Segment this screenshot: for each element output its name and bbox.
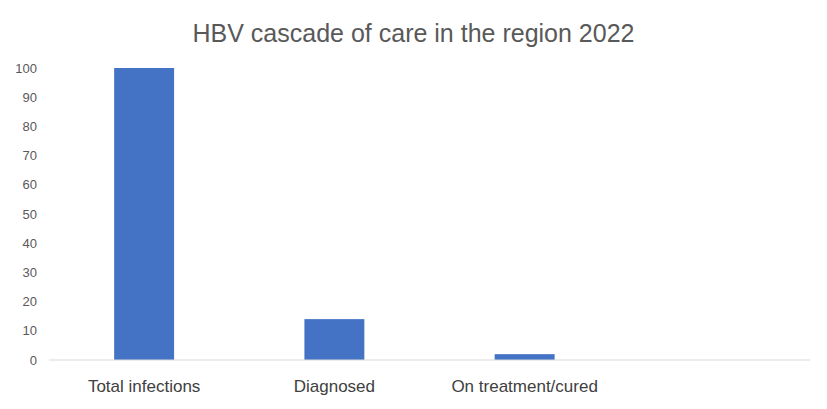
- x-axis-line: [49, 360, 810, 361]
- y-tick-label: 30: [23, 265, 37, 280]
- x-tick-label: Total infections: [88, 377, 200, 396]
- y-tick-label: 80: [23, 119, 37, 134]
- x-tick-label: On treatment/cured: [451, 377, 597, 396]
- y-tick-label: 40: [23, 236, 37, 251]
- y-tick-label: 70: [23, 148, 37, 163]
- y-tick-label: 60: [23, 177, 37, 192]
- bar: [495, 354, 555, 360]
- y-tick-label: 50: [23, 207, 37, 222]
- y-tick-label: 100: [15, 61, 37, 76]
- y-tick-label: 20: [23, 294, 37, 309]
- chart-container: HBV cascade of care in the region 2022 0 1…: [0, 0, 827, 409]
- bar: [114, 68, 174, 360]
- bar: [304, 319, 364, 360]
- x-tick-label: Diagnosed: [294, 377, 375, 396]
- chart-title: HBV cascade of care in the region 2022: [193, 19, 635, 47]
- background: [0, 0, 827, 409]
- y-tick-label: 10: [23, 323, 37, 338]
- y-tick-label: 0: [30, 353, 37, 368]
- y-tick-label: 90: [23, 90, 37, 105]
- bars: [114, 68, 554, 360]
- chart-svg: HBV cascade of care in the region 2022 0 1…: [0, 0, 827, 409]
